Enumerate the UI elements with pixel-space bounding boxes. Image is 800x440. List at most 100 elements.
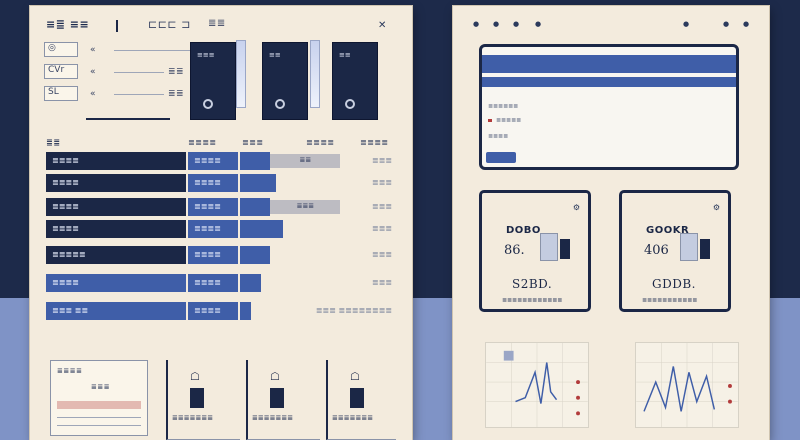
row-name: ≣≣≣≣	[46, 174, 186, 192]
row-value: ≣≣≣	[371, 224, 392, 233]
divider	[116, 20, 118, 32]
field-row[interactable]: CVr « ≣≣	[44, 64, 194, 80]
table-row[interactable]: ≣≣≣≣ ≣≣≣≣ ≣≣ ≣≣≣	[46, 152, 392, 170]
row-bar	[240, 198, 271, 216]
window-header	[482, 55, 736, 73]
field-line	[114, 94, 164, 95]
row-code: ≣≣≣≣	[188, 198, 238, 216]
row-name: ≣≣≣≣	[46, 274, 186, 292]
table-row[interactable]: ≣≣≣≣ ≣≣≣≣ ≣≣≣	[46, 174, 392, 192]
row-code: ≣≣≣≣	[188, 152, 238, 170]
mini-chart: ☖ ≣≣≣≣≣≣≣	[166, 360, 240, 440]
card-indicator-icon	[203, 99, 213, 109]
form-widget[interactable]: ≣≣≣≣ ≣≣≣	[50, 360, 148, 436]
device-icon	[680, 233, 698, 261]
home-icon: ☖	[350, 370, 360, 383]
status-icon	[488, 119, 492, 122]
dot-icon: ●	[493, 20, 500, 28]
stat-label: DOBO	[506, 225, 541, 236]
close-icon[interactable]: ✕	[378, 20, 387, 31]
row-value: ≣≣≣	[371, 178, 392, 187]
row-code: ≣≣≣≣	[188, 220, 238, 238]
row-bar	[240, 274, 262, 292]
form-highlight	[57, 401, 141, 409]
row-bar	[240, 302, 251, 320]
dot-icon: ●	[723, 20, 730, 28]
sparkline-svg	[486, 343, 588, 427]
mini-bar	[190, 388, 204, 408]
dot-icon: ●	[535, 20, 542, 28]
gear-icon[interactable]: ⚙	[572, 203, 580, 212]
card-divider	[310, 40, 320, 108]
row-name: ≣≣≣≣	[46, 152, 186, 170]
form-title: ≣≣≣≣	[57, 367, 83, 375]
row-bar	[240, 174, 277, 192]
window-subheader	[482, 77, 736, 87]
field-line	[114, 50, 194, 51]
column-header: ≣≣≣≣	[188, 138, 217, 147]
mini-caption: ≣≣≣≣≣≣≣	[332, 414, 374, 422]
card-label: ≡≡≡	[197, 51, 215, 59]
panel-badge: ≣≣	[208, 18, 226, 29]
form-item: ≣≣≣	[91, 383, 111, 391]
mini-caption: ≣≣≣≣≣≣≣	[252, 414, 294, 422]
field-key: SL	[44, 86, 78, 101]
stat-card[interactable]: ⚙ GOOKR 406 GDDB. ≣≣≣≣≣≣≣≣≣≣≣	[619, 190, 731, 312]
mini-bar	[350, 388, 364, 408]
section-underline	[86, 118, 170, 120]
row-code: ≣≣≣≣	[188, 302, 238, 320]
field-key: ◎	[44, 42, 78, 57]
row-name: ≣≣≣≣	[46, 198, 186, 216]
row-code: ≣≣≣≣	[188, 274, 238, 292]
device-card[interactable]: ≡≡≡	[190, 42, 236, 120]
preview-panel: ● ● ● ● ● ● ● ≣≣≣≣≣≣ ≣≣≣≣≣ ≣≣≣≣ ⚙ DOBO 8…	[453, 6, 769, 440]
sparkline-svg	[636, 343, 738, 427]
card-indicator-icon	[345, 99, 355, 109]
row-value: ≣≣≣	[371, 250, 392, 259]
row-ghost-bar: ≣≣≣	[270, 200, 341, 214]
column-header: ≣≣≣≣	[306, 138, 335, 147]
field-key: CVr	[44, 64, 78, 79]
dot-icon: ●	[473, 20, 480, 28]
row-name: ≣≣≣≣	[46, 220, 186, 238]
table-row[interactable]: ≣≣≣ ≣≣ ≣≣≣≣ ≣≣≣ ≣≣≣≣≣≣≣≣	[46, 302, 392, 320]
row-value: ≣≣≣	[371, 278, 392, 287]
field-value: ≣≣	[168, 89, 185, 99]
gear-icon[interactable]: ⚙	[712, 203, 720, 212]
table-row[interactable]: ≣≣≣≣ ≣≣≣≣ ≣≣≣	[46, 220, 392, 238]
field-label: «	[90, 45, 97, 55]
table-row[interactable]: ≣≣≣≣ ≣≣≣≣ ≣≣≣ ≣≣≣	[46, 198, 392, 216]
mini-caption: ≣≣≣≣≣≣≣	[172, 414, 214, 422]
stat-value: GDDB.	[652, 277, 696, 291]
app-window[interactable]: ≣≣≣≣≣≣ ≣≣≣≣≣ ≣≣≣≣	[479, 44, 739, 170]
form-line	[57, 417, 141, 418]
sparkline-chart	[635, 342, 739, 428]
row-code: ≣≣≣≣	[188, 174, 238, 192]
window-button[interactable]	[486, 152, 516, 163]
window-row: ≣≣≣≣	[488, 133, 509, 140]
column-header: ≣≣≣	[242, 138, 264, 147]
row-bar	[240, 246, 271, 264]
device-card[interactable]: ≡≡	[332, 42, 378, 120]
window-row: ≣≣≣≣≣	[496, 117, 522, 124]
stat-caption: ≣≣≣≣≣≣≣≣≣≣≣≣	[502, 297, 563, 304]
field-label: «	[90, 67, 97, 77]
card-indicator-icon	[275, 99, 285, 109]
row-name: ≣≣≣ ≣≣	[46, 302, 186, 320]
field-row[interactable]: SL « ≣≣	[44, 86, 194, 102]
row-value: ≣≣≣	[371, 202, 392, 211]
table-row[interactable]: ≣≣≣≣ ≣≣≣≣ ≣≣≣	[46, 274, 392, 292]
stat-value: S2BD.	[512, 277, 553, 291]
sparkline-chart	[485, 342, 589, 428]
column-header: ≣≣≣≣	[360, 138, 389, 147]
field-label: «	[90, 89, 97, 99]
row-code: ≣≣≣≣	[188, 246, 238, 264]
dot-icon: ●	[743, 20, 750, 28]
device-card[interactable]: ≡≡	[262, 42, 308, 120]
stat-card[interactable]: ⚙ DOBO 86. S2BD. ≣≣≣≣≣≣≣≣≣≣≣≣	[479, 190, 591, 312]
field-row[interactable]: ◎ «	[44, 42, 194, 58]
stat-label: GOOKR	[646, 225, 690, 236]
dot-icon: ●	[683, 20, 690, 28]
window-row: ≣≣≣≣≣≣	[488, 103, 519, 110]
table-row[interactable]: ≣≣≣≣≣ ≣≣≣≣ ≣≣≣	[46, 246, 392, 264]
